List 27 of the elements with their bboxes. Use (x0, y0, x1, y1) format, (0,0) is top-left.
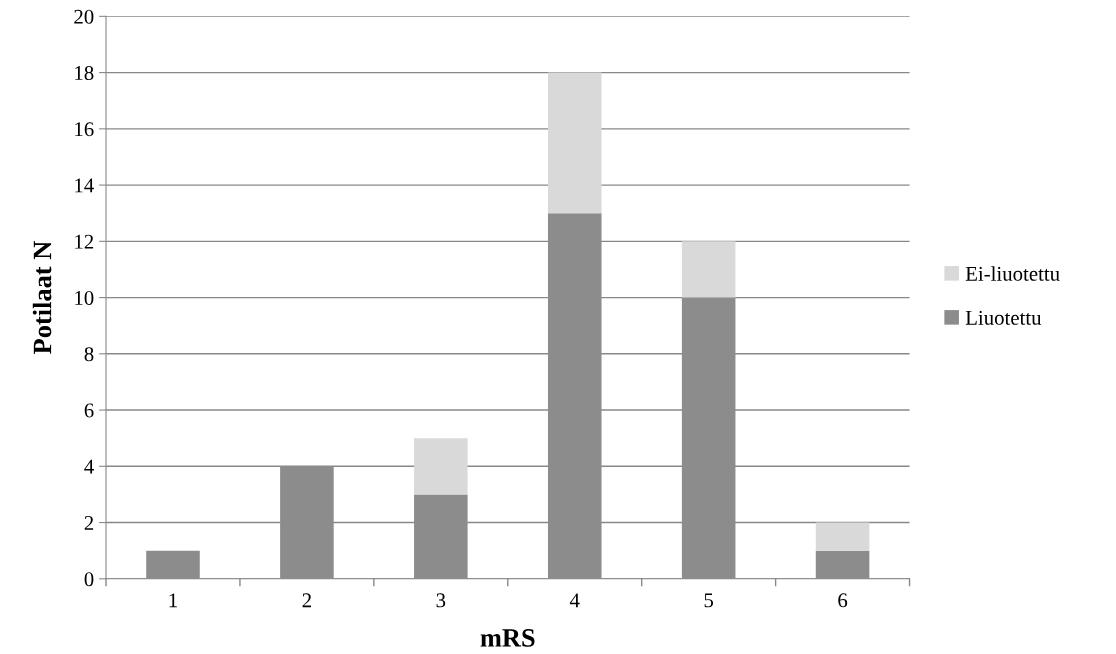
y-tick-label: 2 (84, 515, 94, 530)
bar (815, 550, 870, 579)
y-tick-label: 14 (75, 178, 94, 193)
y-tick-label: 18 (75, 65, 94, 81)
y-tick-label: 12 (75, 234, 94, 249)
x-tick-label: 6 (838, 593, 848, 608)
y-tick-label: 6 (84, 403, 94, 418)
bar (815, 522, 870, 551)
x-tick-label: 1 (169, 593, 177, 608)
x-tick-label: 5 (704, 593, 714, 608)
x-axis-title: mRS (480, 629, 535, 647)
bar (547, 72, 602, 214)
legend-label: Ei-liuotettu (965, 266, 1060, 281)
x-tick-label: 2 (302, 593, 311, 608)
x-tick-label: 4 (569, 593, 580, 608)
y-axis-title: Potilaat N (32, 241, 52, 354)
y-tick-label: 20 (74, 9, 94, 24)
y-tick-label: 0 (84, 572, 94, 587)
y-tick-label: 8 (84, 347, 94, 362)
bar (414, 438, 468, 495)
y-tick-label: 4 (84, 459, 94, 474)
bar (681, 241, 736, 298)
x-tick-label: 3 (436, 593, 446, 608)
y-tick-label: 10 (75, 290, 94, 305)
legend-label: Liuotettu (965, 310, 1042, 325)
bar (146, 550, 200, 579)
y-tick-label: 16 (75, 122, 94, 137)
